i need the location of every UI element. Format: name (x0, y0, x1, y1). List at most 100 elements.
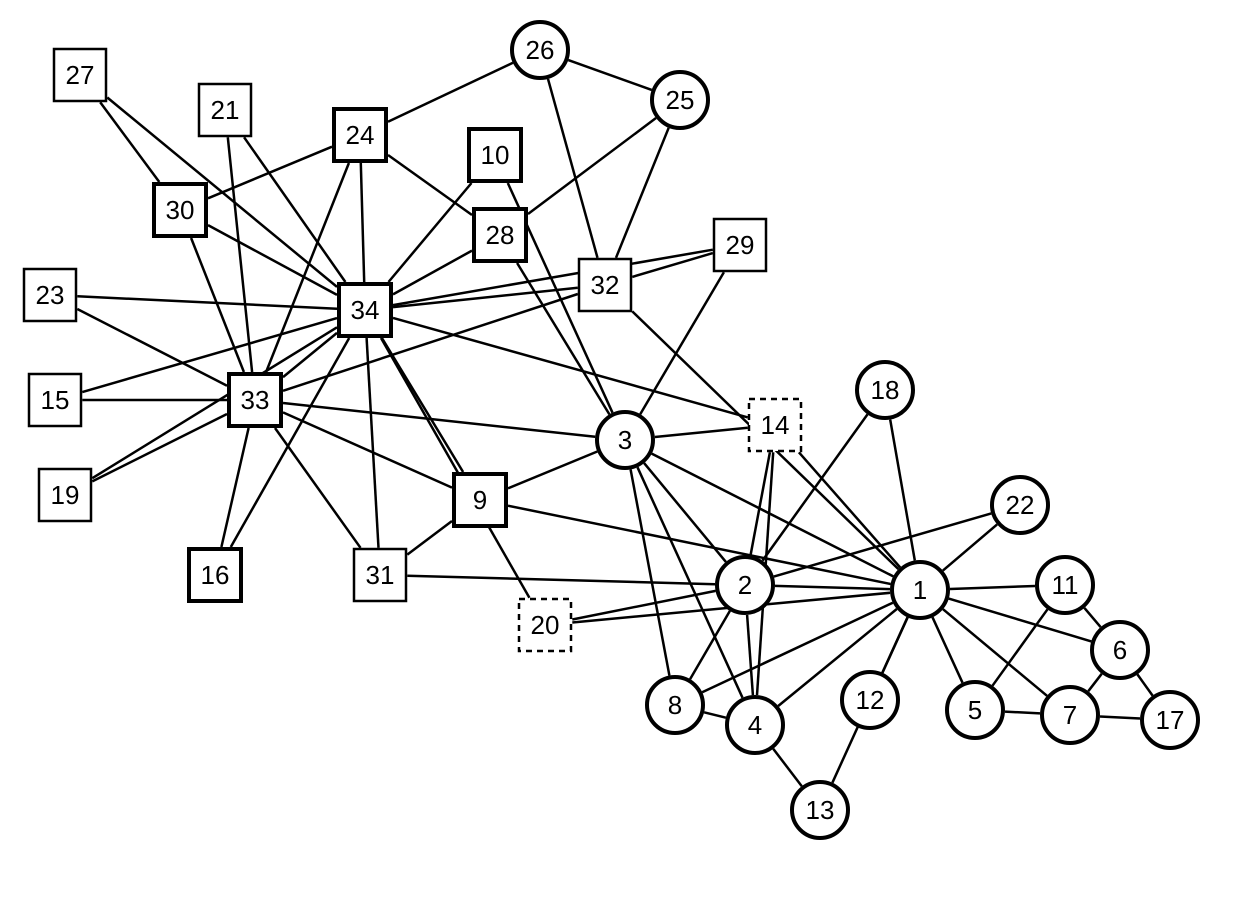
edge-25-26 (568, 60, 651, 90)
edge-1-2 (775, 586, 890, 589)
edge-9-34 (382, 338, 463, 472)
node-label-9: 9 (473, 485, 487, 515)
node-16: 16 (189, 549, 241, 601)
edge-3-8 (631, 470, 670, 676)
edge-10-34 (389, 183, 472, 282)
node-label-3: 3 (618, 425, 632, 455)
edge-24-34 (361, 163, 364, 282)
node-label-26: 26 (526, 35, 555, 65)
node-28: 28 (474, 209, 526, 261)
node-label-30: 30 (166, 195, 195, 225)
edge-6-11 (1084, 608, 1100, 627)
node-label-20: 20 (531, 610, 560, 640)
node-7: 7 (1042, 687, 1098, 743)
edge-25-32 (616, 128, 669, 258)
node-label-16: 16 (201, 560, 230, 590)
edge-1-22 (943, 524, 997, 570)
edge-6-17 (1137, 674, 1152, 695)
edge-4-13 (773, 749, 802, 786)
node-24: 24 (334, 109, 386, 161)
edge-24-26 (388, 63, 513, 122)
node-30: 30 (154, 184, 206, 236)
node-label-34: 34 (351, 295, 380, 325)
node-label-18: 18 (871, 375, 900, 405)
node-3: 3 (597, 412, 653, 468)
node-32: 32 (579, 259, 631, 311)
node-label-32: 32 (591, 270, 620, 300)
node-label-15: 15 (41, 385, 70, 415)
node-label-33: 33 (241, 385, 270, 415)
node-26: 26 (512, 22, 568, 78)
edge-24-30 (208, 147, 332, 199)
edge-15-34 (82, 318, 337, 392)
edge-29-34 (393, 250, 713, 305)
node-label-23: 23 (36, 280, 65, 310)
node-14: 14 (749, 399, 801, 451)
edge-14-34 (393, 318, 748, 418)
node-27: 27 (54, 49, 106, 101)
node-2: 2 (717, 557, 773, 613)
edge-19-34 (92, 327, 337, 478)
edge-23-34 (77, 296, 337, 308)
node-19: 19 (39, 469, 91, 521)
edge-19-33 (92, 414, 227, 481)
edge-16-33 (221, 428, 248, 547)
node-8: 8 (647, 677, 703, 733)
node-label-12: 12 (856, 685, 885, 715)
node-label-4: 4 (748, 710, 762, 740)
node-label-1: 1 (913, 575, 927, 605)
node-label-5: 5 (968, 695, 982, 725)
edge-1-11 (950, 586, 1035, 589)
node-6: 6 (1092, 622, 1148, 678)
node-22: 22 (992, 477, 1048, 533)
node-label-21: 21 (211, 95, 240, 125)
node-label-8: 8 (668, 690, 682, 720)
node-12: 12 (842, 672, 898, 728)
node-5: 5 (947, 682, 1003, 738)
edge-3-29 (640, 272, 724, 414)
node-23: 23 (24, 269, 76, 321)
node-20: 20 (519, 599, 571, 651)
node-10: 10 (469, 129, 521, 181)
node-label-29: 29 (726, 230, 755, 260)
node-label-25: 25 (666, 85, 695, 115)
edge-4-8 (704, 712, 726, 717)
edge-1-5 (933, 617, 963, 682)
edge-25-28 (528, 118, 656, 214)
node-31: 31 (354, 549, 406, 601)
node-label-13: 13 (806, 795, 835, 825)
node-label-14: 14 (761, 410, 790, 440)
node-29: 29 (714, 219, 766, 271)
node-label-28: 28 (486, 220, 515, 250)
node-4: 4 (727, 697, 783, 753)
node-11: 11 (1037, 557, 1093, 613)
node-21: 21 (199, 84, 251, 136)
network-graph: 1234567891011121314151617181920212223242… (0, 0, 1240, 915)
node-label-17: 17 (1156, 705, 1185, 735)
node-label-31: 31 (366, 560, 395, 590)
node-34: 34 (339, 284, 391, 336)
edge-31-33 (275, 428, 361, 548)
edge-7-17 (1100, 717, 1140, 719)
node-1: 1 (892, 562, 948, 618)
edge-16-34 (231, 338, 349, 547)
node-15: 15 (29, 374, 81, 426)
edge-31-34 (367, 338, 379, 548)
node-label-22: 22 (1006, 490, 1035, 520)
edge-23-33 (77, 309, 227, 386)
node-label-6: 6 (1113, 635, 1127, 665)
edge-24-28 (388, 155, 472, 215)
edge-2-22 (774, 513, 991, 576)
node-label-19: 19 (51, 480, 80, 510)
node-33: 33 (229, 374, 281, 426)
edge-3-9 (508, 452, 597, 489)
edge-27-30 (100, 102, 159, 182)
edge-2-4 (747, 615, 753, 695)
edge-9-31 (407, 521, 452, 555)
node-label-7: 7 (1063, 700, 1077, 730)
edge-21-33 (228, 137, 252, 372)
node-label-2: 2 (738, 570, 752, 600)
edge-5-7 (1005, 712, 1040, 714)
node-label-11: 11 (1052, 570, 1079, 600)
edge-2-3 (644, 463, 726, 562)
